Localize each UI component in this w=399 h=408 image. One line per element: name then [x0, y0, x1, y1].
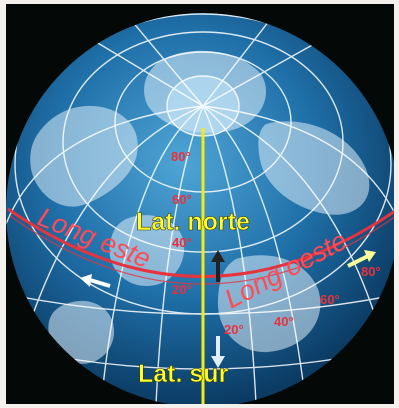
arrow-down-icon	[211, 336, 225, 368]
long-80-label: 80°	[361, 264, 381, 279]
long-60-label: 60°	[320, 292, 340, 307]
lat-north-label: Lat. norte	[136, 208, 250, 236]
arrow-up-icon	[211, 250, 225, 282]
globe-figure: 80° 60° 40° 20° 20° 40° 60° 80° Long est…	[6, 4, 394, 404]
lat-20-label: 20°	[172, 282, 192, 297]
arrow-left-icon	[80, 274, 111, 288]
lat-60-label: 60°	[172, 192, 192, 207]
lat-south-label: Lat. sur	[138, 360, 229, 388]
long-40-label: 40°	[274, 314, 294, 329]
lat-80-label: 80°	[171, 149, 191, 164]
arrow-right-icon	[347, 250, 376, 268]
lat-40-label: 40°	[172, 235, 192, 250]
long-20-label: 20°	[224, 322, 244, 337]
globe-diagram: 80° 60° 40° 20° 20° 40° 60° 80° Long est…	[6, 13, 394, 404]
